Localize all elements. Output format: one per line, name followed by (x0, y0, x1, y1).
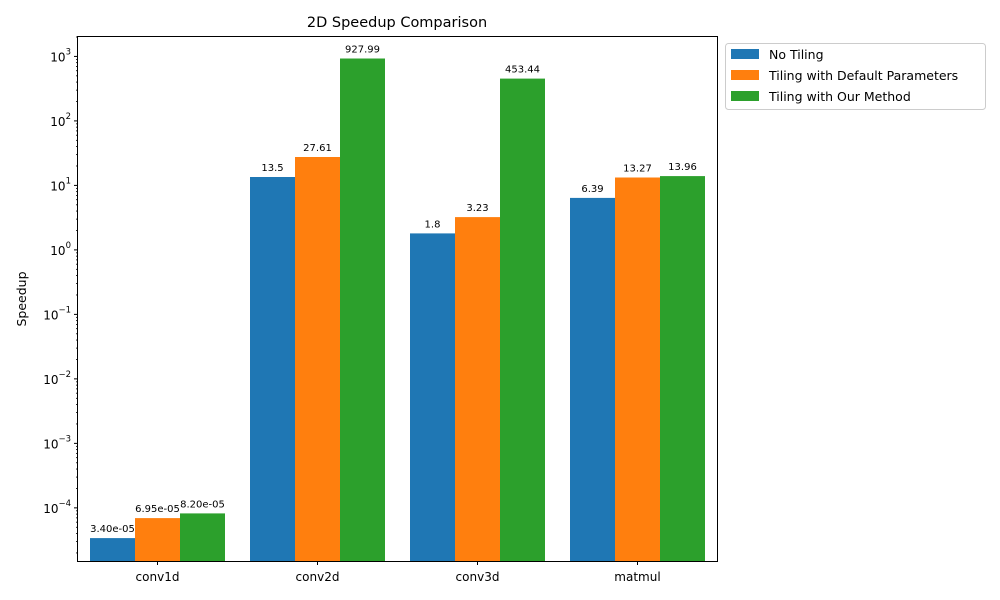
bar-conv2d-series-3 (340, 58, 385, 561)
bar-conv3d-series-2 (455, 217, 500, 561)
chart-title: 2D Speedup Comparison (307, 15, 487, 31)
data-label-conv2d-series-1: 13.5 (261, 163, 283, 174)
bar-conv1d-series-1 (90, 538, 135, 561)
data-label-conv3d-series-2: 3.23 (466, 203, 488, 214)
data-label-conv2d-series-2: 27.61 (303, 143, 332, 154)
y-axis-ticks: 10−4 10−3 10−2 10−1 100 101 102 103 (43, 36, 78, 554)
data-label-conv1d-series-2: 6.95e-05 (135, 504, 180, 515)
data-label-conv2d-series-3: 927.99 (345, 45, 380, 56)
data-label-conv3d-series-1: 1.8 (425, 219, 441, 230)
bar-conv2d-series-2 (295, 157, 340, 561)
data-label-matmul-series-1: 6.39 (581, 184, 603, 195)
bar-conv1d-series-2 (135, 518, 180, 561)
x-tick-label-conv2d: conv2d (296, 570, 340, 584)
x-tick-label-conv3d: conv3d (456, 570, 500, 584)
y-tick-label: 10−3 (43, 434, 71, 451)
x-tick-label-conv1d: conv1d (136, 570, 180, 584)
x-axis-ticks: conv1d conv2d conv3d matmul (136, 561, 661, 584)
y-tick-label: 10−1 (43, 305, 71, 322)
y-tick-label: 10−2 (43, 370, 71, 387)
legend-swatch-series-3 (731, 91, 759, 101)
data-label-conv1d-series-3: 8.20e-05 (180, 499, 225, 510)
bar-conv3d-series-1 (410, 233, 455, 561)
legend-label-series-3: Tiling with Our Method (768, 89, 911, 104)
y-tick-label: 103 (50, 47, 71, 64)
data-label-matmul-series-3: 13.96 (668, 162, 697, 173)
legend: No Tiling Tiling with Default Parameters T… (725, 43, 986, 110)
bars-layer (90, 58, 705, 561)
legend-swatch-series-2 (731, 70, 759, 80)
bar-conv3d-series-3 (500, 78, 545, 561)
y-tick-label: 10−4 (43, 499, 71, 516)
bar-matmul-series-1 (570, 197, 615, 561)
legend-frame (725, 43, 986, 110)
bar-matmul-series-3 (660, 176, 705, 561)
y-tick-label: 101 (50, 176, 71, 193)
data-label-conv1d-series-1: 3.40e-05 (90, 524, 135, 535)
y-axis-label: Speedup (14, 271, 29, 326)
data-label-matmul-series-2: 13.27 (623, 164, 652, 175)
bar-conv1d-series-3 (180, 513, 225, 561)
y-tick-label: 100 (50, 241, 71, 258)
x-tick-label-matmul: matmul (614, 570, 660, 584)
plot-frame (77, 36, 718, 562)
y-tick-label: 102 (50, 112, 71, 129)
legend-label-series-1: No Tiling (769, 47, 824, 62)
bar-matmul-series-2 (615, 177, 660, 561)
data-label-conv3d-series-3: 453.44 (505, 65, 540, 76)
legend-swatch-series-1 (731, 49, 759, 59)
data-labels-layer: 3.40e-056.95e-05 8.20e-05 13.5 27.61 927.99 1… (90, 45, 697, 536)
bar-conv2d-series-1 (250, 177, 295, 561)
legend-label-series-2: Tiling with Default Parameters (768, 68, 958, 83)
